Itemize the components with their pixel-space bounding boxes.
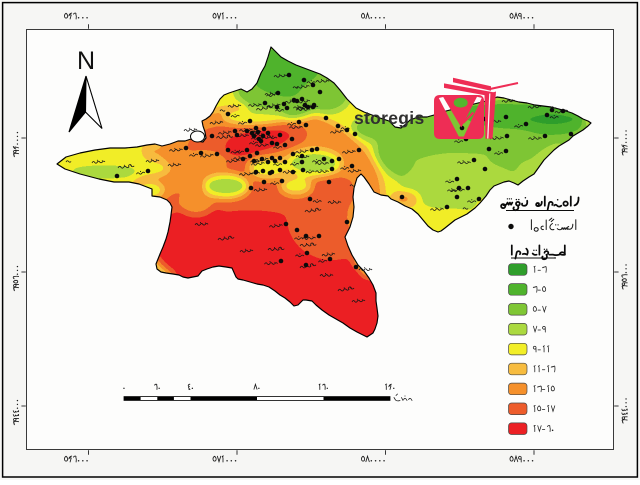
svg-text:N: N xyxy=(77,47,95,75)
svg-text:storegis: storegis xyxy=(354,108,424,128)
